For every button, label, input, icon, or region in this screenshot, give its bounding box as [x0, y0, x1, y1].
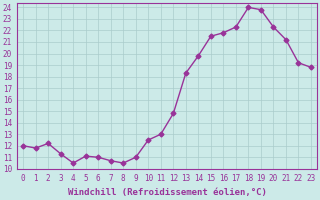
- X-axis label: Windchill (Refroidissement éolien,°C): Windchill (Refroidissement éolien,°C): [68, 188, 267, 197]
